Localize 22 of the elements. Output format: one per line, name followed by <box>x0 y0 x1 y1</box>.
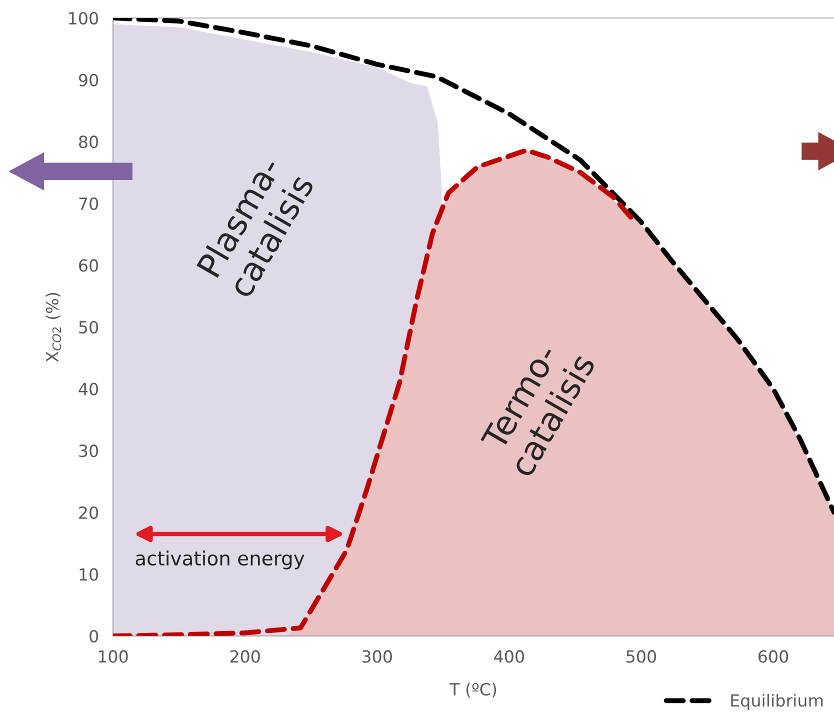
line-series <box>113 148 636 636</box>
x-tick-label: 100 <box>98 650 128 663</box>
y-tick-label: 50 <box>79 320 98 334</box>
y-tick-label: 30 <box>79 444 98 458</box>
x-tick-label: 300 <box>362 650 392 663</box>
y-tick-label: 60 <box>79 259 98 272</box>
y-tick-label: 0 <box>90 630 98 643</box>
y-tick-label: 100 <box>69 12 98 25</box>
x-tick-label: 600 <box>758 650 788 663</box>
x-axis-title: T (ºC) <box>449 682 496 698</box>
y-tick-label: 90 <box>78 74 98 86</box>
y-tick-label: 40 <box>78 382 98 396</box>
legend-label: Equilibrium <box>731 694 823 710</box>
x-tick-label: 400 <box>494 650 524 663</box>
x-tick-label: 500 <box>626 650 656 663</box>
y-tick-label: 70 <box>79 197 98 210</box>
y-tick-label: 10 <box>80 568 98 581</box>
y-axis-title: X$_{CO2}$ (%) <box>46 292 62 362</box>
y-tick-label: 20 <box>79 506 98 519</box>
annotation: activation energy <box>136 550 304 570</box>
x-tick-label: 200 <box>230 650 260 663</box>
y-tick-label: 80 <box>79 136 98 148</box>
